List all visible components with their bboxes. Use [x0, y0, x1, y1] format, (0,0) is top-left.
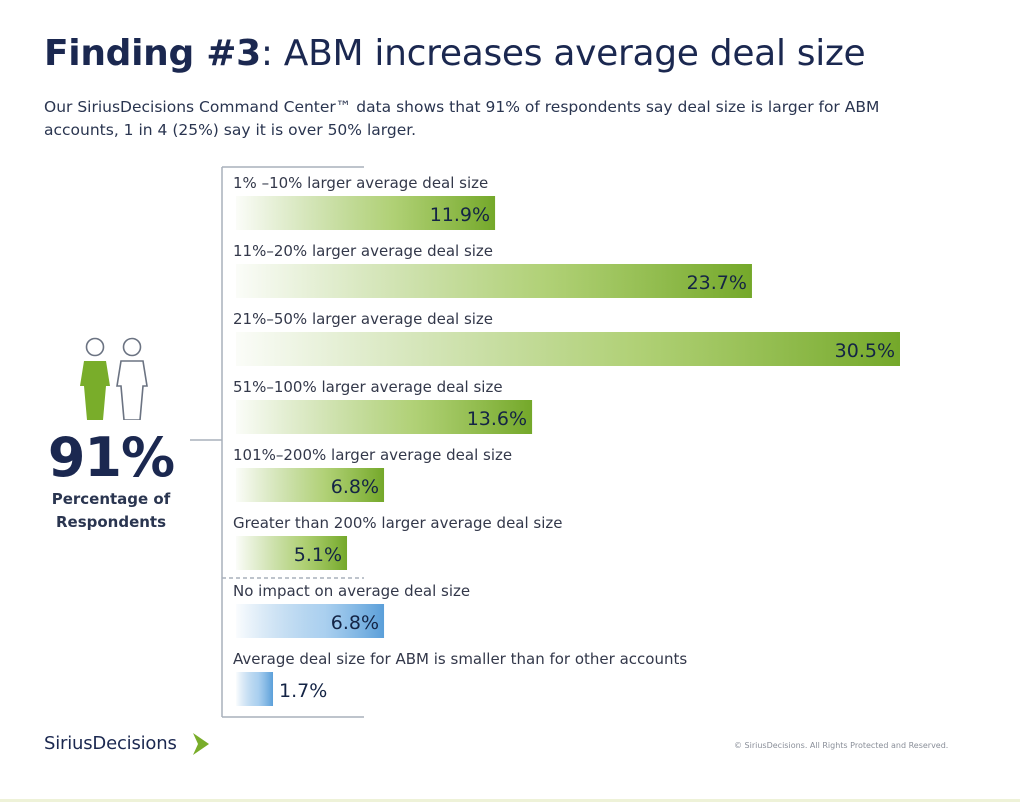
bar-larger — [236, 332, 900, 366]
bar-category-label: Greater than 200% larger average deal si… — [233, 514, 563, 532]
bar-category-label: No impact on average deal size — [233, 582, 470, 600]
page-title: Finding #3: ABM increases average deal s… — [44, 30, 866, 78]
person-white-body — [116, 360, 148, 420]
bar-category-label: 1% –10% larger average deal size — [233, 174, 488, 192]
summary-percentage: 91% — [47, 426, 175, 489]
bar-larger — [236, 264, 752, 298]
bar-category-label: 11%–20% larger average deal size — [233, 242, 493, 260]
bar-value-label: 13.6% — [467, 408, 527, 430]
bottom-strip — [0, 799, 1020, 802]
bar-other — [236, 604, 385, 638]
person-green-body — [80, 361, 110, 420]
bar-value-label: 11.9% — [430, 204, 490, 226]
bar-larger — [236, 400, 533, 434]
people-icon — [80, 337, 148, 420]
chevron-right-icon — [193, 733, 209, 755]
bar-value-label: 30.5% — [835, 340, 895, 362]
bar-group: 1% –10% larger average deal size 11.9% 11%… — [233, 174, 900, 706]
person-white-head — [122, 337, 142, 357]
bar-category-label: 51%–100% larger average deal size — [233, 378, 503, 396]
bar-other — [236, 672, 274, 706]
bar-larger — [236, 196, 496, 230]
bar-category-label: 21%–50% larger average deal size — [233, 310, 493, 328]
bar-category-label: Average deal size for ABM is smaller tha… — [233, 650, 687, 668]
title-rest: : ABM increases average deal size — [260, 33, 866, 74]
person-green-head — [85, 337, 105, 357]
bar-value-label: 5.1% — [294, 544, 342, 566]
bar-value-label: 6.8% — [331, 476, 379, 498]
bar-value-label: 1.7% — [279, 680, 327, 702]
bar-value-label: 23.7% — [687, 272, 747, 294]
brand-logo-text: SiriusDecisions — [44, 733, 177, 754]
page-subtitle: Our SiriusDecisions Command Center™ data… — [44, 98, 880, 139]
bar-category-label: 101%–200% larger average deal size — [233, 446, 512, 464]
bar-larger — [236, 536, 348, 570]
bar-larger — [236, 468, 385, 502]
summary-caption: Percentage of Respondents — [51, 490, 171, 531]
copyright-note: © SiriusDecisions. All Rights Protected … — [734, 741, 949, 750]
bar-value-label: 6.8% — [331, 612, 379, 634]
title-bold: Finding #3 — [44, 33, 261, 74]
